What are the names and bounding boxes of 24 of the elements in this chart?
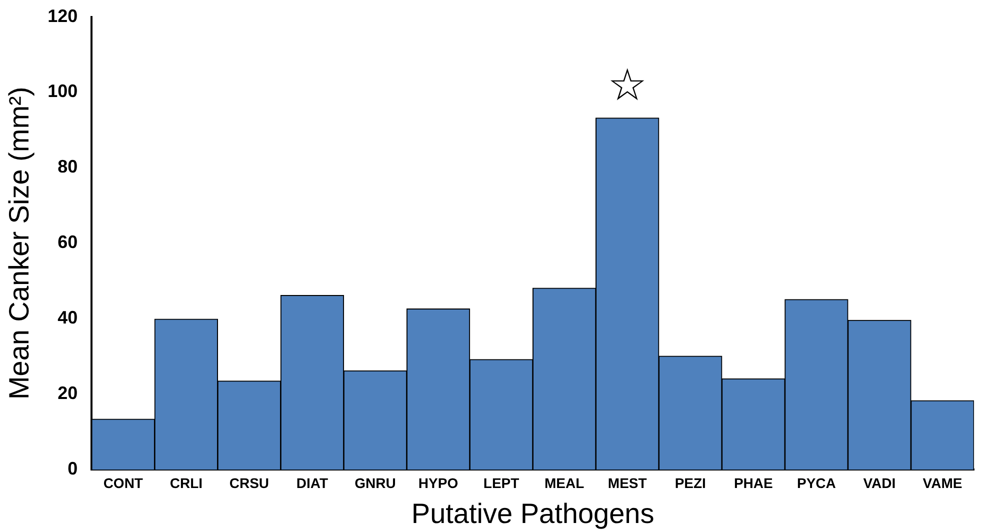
- y-tick-label: 100: [48, 81, 78, 102]
- x-tick-label: CRLI: [170, 474, 203, 491]
- x-axis-title: Putative Pathogens: [411, 498, 654, 529]
- x-tick-label: MEAL: [544, 474, 585, 491]
- y-tick-label: 0: [68, 458, 78, 479]
- y-tick-label: 20: [58, 383, 78, 404]
- y-tick-label: 60: [58, 232, 78, 252]
- x-tick-label: PYCA: [796, 474, 836, 491]
- x-tick-label: MEST: [608, 474, 648, 491]
- y-tick-label: 120: [48, 6, 78, 26]
- x-tick-label: DIAT: [296, 474, 328, 491]
- x-tick-label: VAME: [922, 474, 962, 491]
- x-tick-label: CRSU: [229, 474, 270, 491]
- x-tick-label: PHAE: [734, 474, 773, 491]
- x-tick-label: HYPO: [418, 474, 458, 491]
- x-tick-label: CONT: [103, 474, 144, 491]
- y-tick-label: 80: [58, 156, 78, 177]
- x-tick-label: PEZI: [674, 474, 706, 491]
- y-axis-title: Mean Canker Size (mm²): [4, 86, 35, 400]
- annotation: ☆: [608, 61, 648, 110]
- x-tick-label: VADI: [863, 474, 896, 491]
- y-tick-label: 40: [58, 308, 78, 328]
- x-tick-label: LEPT: [483, 474, 520, 491]
- x-tick-label: GNRU: [354, 474, 396, 491]
